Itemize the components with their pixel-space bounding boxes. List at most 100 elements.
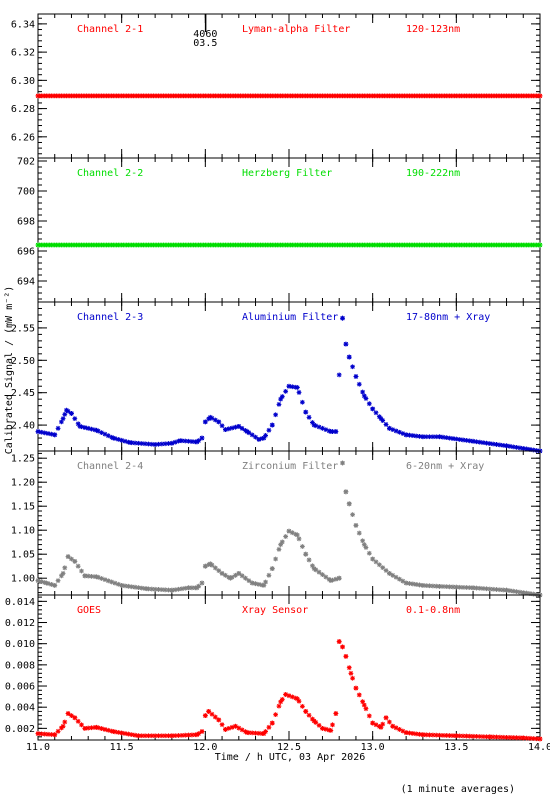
data-point (457, 437, 463, 442)
data-point (35, 242, 41, 248)
data-point (233, 572, 238, 578)
data-point (139, 441, 145, 446)
data-point (328, 429, 334, 434)
data-point (286, 528, 292, 534)
data-point (152, 586, 158, 592)
data-point (144, 586, 150, 592)
data-point (397, 429, 402, 435)
data-point (269, 422, 275, 428)
data-point (226, 574, 232, 580)
data-point (346, 354, 352, 360)
data-point (132, 584, 138, 590)
y-tick-label: 1.15 (11, 502, 35, 513)
panels: 6.26 6.28 6.30 6.32 6.34 Channel 2-1 Lyman-alp… (5, 13, 550, 753)
data-point (216, 419, 222, 425)
data-point (243, 575, 248, 581)
data-point (129, 584, 135, 590)
data-point (202, 419, 208, 425)
data-point (387, 425, 392, 431)
data-point (453, 584, 459, 590)
data-point (278, 396, 284, 402)
data-point (361, 542, 367, 547)
time-marker: 4060 03.5 (193, 14, 217, 49)
panel-channel-label: Channel 2-3 (77, 312, 143, 323)
data-point (376, 724, 382, 729)
data-point (276, 401, 282, 407)
data-point (82, 573, 88, 579)
data-point (223, 727, 228, 732)
data-point (530, 736, 536, 741)
data-point (239, 727, 245, 733)
data-point (159, 587, 165, 593)
data-point (423, 583, 429, 588)
y-tick-label: 2.50 (11, 356, 35, 367)
data-point (443, 733, 449, 738)
y-tick-label: 0.008 (5, 660, 35, 671)
data-point (182, 732, 188, 738)
data-point (477, 439, 483, 445)
data-point (393, 428, 399, 434)
data-point (311, 718, 317, 724)
data-point (527, 591, 533, 596)
data-point (430, 732, 436, 738)
data-point (236, 423, 242, 429)
data-point (176, 586, 181, 592)
data-point (360, 389, 366, 395)
data-point (156, 733, 161, 739)
data-point (273, 556, 279, 562)
data-point (256, 436, 262, 442)
y-tick-label: 0.002 (5, 724, 35, 735)
data-point (249, 432, 255, 438)
data-point (378, 724, 384, 730)
data-point (517, 589, 523, 595)
data-point (433, 732, 439, 738)
data-point (94, 724, 99, 730)
data-point (35, 731, 41, 737)
data-point (517, 445, 523, 451)
data-point (273, 712, 279, 717)
data-point (316, 424, 322, 430)
y-tick-label: 698 (17, 217, 35, 228)
data-point (110, 435, 116, 441)
panel-filter-label: Herzberg Filter (242, 168, 332, 179)
data-point (169, 587, 175, 593)
data-point (440, 434, 446, 440)
data-point (279, 394, 285, 399)
data-point (294, 532, 300, 538)
data-point (467, 438, 473, 444)
data-point (136, 440, 141, 446)
data-point (249, 580, 255, 586)
data-point (487, 734, 493, 740)
data-point (376, 414, 382, 420)
data-point (64, 407, 69, 413)
panel-filter-label: Xray Sensor (242, 605, 308, 616)
data-point (346, 665, 352, 671)
data-point (139, 733, 145, 739)
data-point (156, 587, 161, 592)
data-point (139, 585, 145, 591)
data-point (366, 713, 372, 719)
data-point (125, 731, 131, 737)
data-point (510, 444, 516, 450)
data-point (447, 435, 453, 441)
data-point (366, 401, 372, 407)
data-point (62, 719, 68, 725)
data-point (122, 731, 128, 736)
data-point (373, 722, 379, 728)
data-point (109, 579, 115, 585)
data-point (65, 711, 71, 716)
data-point (363, 545, 369, 550)
data-point (115, 729, 121, 735)
panel-filter-label: Aluminium Filter (242, 312, 338, 323)
y-tick-label: 0.010 (5, 639, 35, 650)
data-point (430, 583, 436, 589)
y-tick-label: 694 (17, 277, 35, 288)
data-point (293, 695, 299, 701)
data-point (283, 389, 289, 394)
marker-label-bottom: 03.5 (193, 38, 217, 49)
data-point (407, 432, 412, 438)
data-point (500, 587, 506, 593)
data-point (310, 563, 315, 569)
panel-frame (37, 301, 541, 452)
data-point (199, 580, 205, 586)
